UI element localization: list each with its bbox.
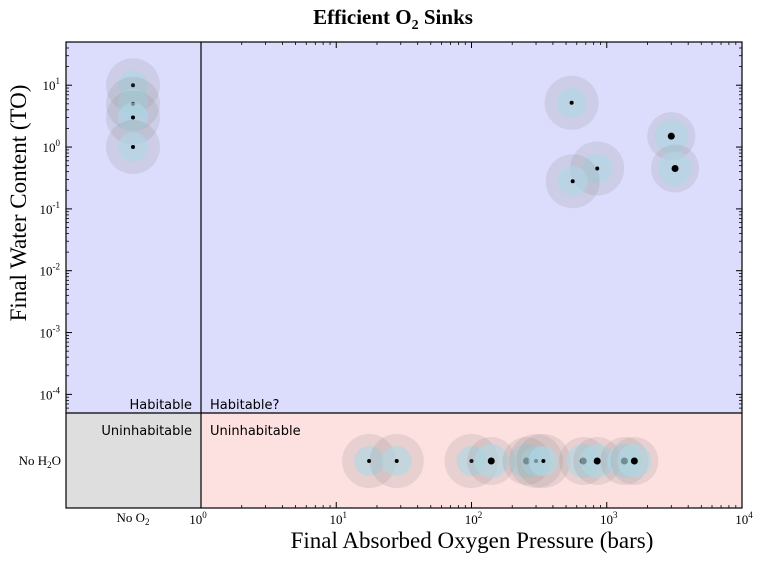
tick-base: 10	[330, 512, 343, 527]
x-tick-label: 101	[330, 510, 348, 527]
tick-base: 10	[43, 140, 56, 155]
data-point	[647, 112, 696, 161]
y-tick-label: 10-4	[40, 385, 61, 402]
point-dot	[570, 179, 575, 184]
no-o2-sub: 2	[145, 517, 150, 527]
data-point	[342, 434, 397, 488]
y-tick-label: 100	[43, 138, 61, 155]
data-point	[106, 90, 160, 145]
tick-base: 10	[40, 264, 53, 279]
label-uninhabitable-left: Uninhabitable	[101, 424, 192, 439]
tick-exp: 4	[748, 510, 753, 520]
data-point	[544, 75, 599, 130]
point-dot	[394, 459, 399, 463]
tick-exp: 2	[478, 510, 483, 520]
data-point	[573, 437, 622, 485]
tick-base: 10	[40, 326, 53, 341]
x-tick-label: 104	[735, 510, 753, 527]
point-dot	[131, 145, 135, 150]
data-points	[106, 58, 700, 488]
no-h2o-main: No H	[19, 453, 48, 468]
point-dot	[469, 459, 474, 463]
tick-base: 10	[465, 512, 478, 527]
point-dot	[667, 132, 675, 140]
point-dot	[541, 459, 546, 463]
point-dot	[671, 164, 679, 172]
point-dot	[593, 457, 601, 465]
data-point	[467, 437, 516, 485]
chart-title: Efficient O2 Sinks	[313, 5, 473, 33]
y-tick-label: 101	[43, 76, 61, 93]
y-tick-label: 10-1	[40, 200, 61, 217]
point-dot	[595, 166, 600, 171]
tick-exp: -4	[53, 385, 61, 395]
no-h2o-label: No H2O	[19, 453, 61, 470]
tick-exp: 1	[343, 510, 348, 520]
axis-ticks	[66, 41, 743, 508]
plot-frame	[65, 41, 743, 509]
data-point	[610, 437, 659, 485]
chart-title-suffix: Sinks	[419, 5, 473, 29]
data-point	[545, 154, 600, 209]
tick-base: 10	[735, 512, 748, 527]
tick-base: 10	[43, 78, 56, 93]
y-axis-label: Final Water Content (TO)	[6, 85, 31, 322]
tick-base: 10	[40, 387, 53, 402]
tick-base: 10	[600, 512, 613, 527]
no-h2o-sub: 2	[47, 460, 52, 470]
label-habitable: Habitable	[129, 398, 192, 413]
tick-base: 10	[189, 512, 202, 527]
tick-exp: 0	[202, 510, 207, 520]
point-dot	[131, 83, 135, 88]
x-tick-label-origin: 100	[189, 510, 207, 527]
x-tick-label: 102	[465, 510, 483, 527]
data-point	[516, 434, 571, 488]
tick-exp: 1	[56, 76, 61, 86]
point-dot	[131, 115, 135, 120]
point-dot	[487, 457, 495, 465]
chart-title-sub: 2	[412, 18, 419, 33]
no-h2o-suffix: O	[52, 453, 61, 468]
tick-exp: 0	[56, 138, 61, 148]
region-uninhabitable-left	[66, 413, 201, 508]
x-tick-label: 103	[600, 510, 618, 527]
point-dot	[367, 459, 372, 463]
point-dot	[630, 457, 638, 465]
tick-exp: 3	[613, 510, 618, 520]
data-point	[369, 434, 424, 488]
point-dot	[569, 100, 574, 105]
label-uninhabitable-right: Uninhabitable	[210, 424, 301, 439]
no-o2-label: No O2	[116, 510, 149, 527]
tick-base: 10	[40, 202, 53, 217]
y-tick-label: 10-2	[40, 262, 61, 279]
tick-exp: -3	[53, 324, 61, 334]
chart-title-main: Efficient O	[313, 5, 412, 29]
tick-exp: -2	[53, 262, 61, 272]
no-o2-main: No O	[116, 510, 145, 525]
data-point	[106, 120, 160, 175]
data-point	[651, 144, 700, 193]
x-axis-label: Final Absorbed Oxygen Pressure (bars)	[291, 528, 654, 553]
y-tick-label: 10-3	[40, 324, 61, 341]
label-habitable-q: Habitable?	[210, 398, 279, 413]
tick-exp: -1	[53, 200, 61, 210]
region-habitable-main	[201, 42, 742, 413]
frame-outer	[65, 41, 743, 509]
